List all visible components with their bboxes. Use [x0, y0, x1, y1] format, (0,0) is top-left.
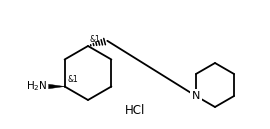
Text: N: N [192, 91, 200, 101]
Text: &1: &1 [89, 35, 100, 44]
Text: H$_2$N: H$_2$N [26, 80, 48, 93]
Polygon shape [49, 84, 65, 89]
Text: &1: &1 [68, 75, 78, 84]
Text: HCl: HCl [125, 104, 145, 117]
